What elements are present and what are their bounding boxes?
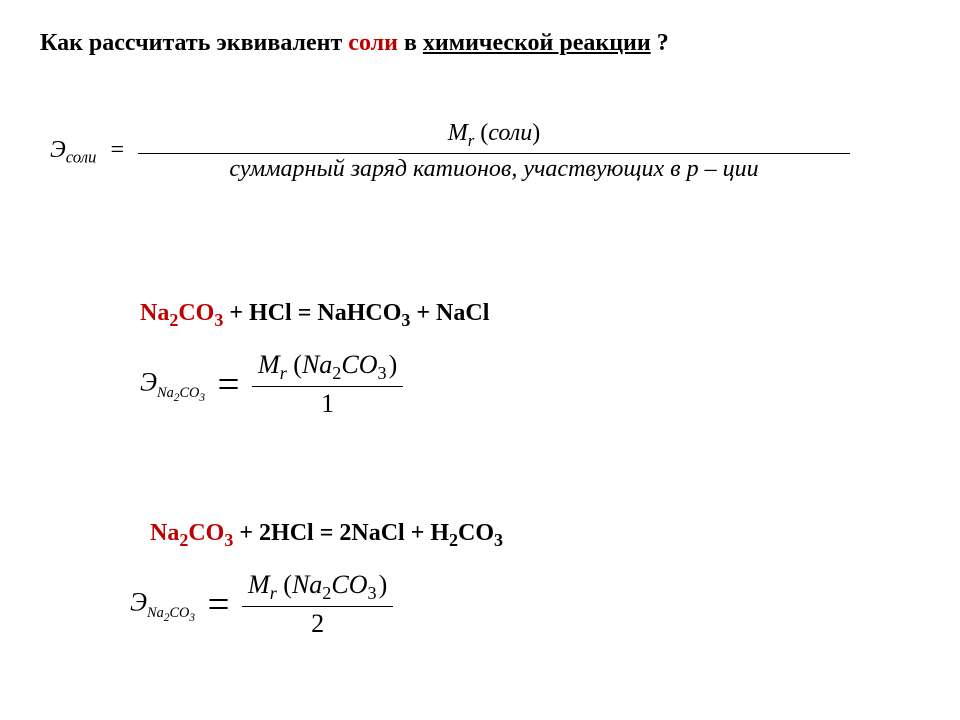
title-underline: химической реакции [423, 30, 651, 56]
formula-2: ЭNa2CO3 = Mr (Na2CO3) 2 [130, 570, 393, 639]
title-red: соли [348, 30, 398, 56]
title-suffix: ? [651, 30, 669, 56]
lhs-symbol: Э [50, 137, 66, 163]
r2-rest: + 2HCl = 2NaCl + H [233, 520, 449, 546]
r1-rest: + HCl = NaHCO [223, 300, 401, 326]
r1-rest2: + NaCl [410, 300, 489, 326]
title-prefix: Как рассчитать эквивалент [40, 30, 348, 56]
f1-lhs-symbol: Э [140, 368, 157, 397]
title-mid: в [398, 30, 423, 56]
f2-equals: = [202, 583, 236, 626]
lhs-sub: соли [66, 148, 97, 167]
r2-sub2: 3 [494, 530, 503, 550]
f1-frac: Mr (Na2CO3) 1 [252, 350, 403, 419]
reaction-2: Na2CO3 + 2HCl = 2NaCl + H2CO3 [150, 520, 503, 551]
r2-red: Na2CO3 [150, 520, 233, 546]
general-formula: Эсоли = Mr (соли) суммарный заряд катион… [50, 120, 850, 183]
f2-num: Mr (Na2CO3) [242, 570, 393, 607]
f2-frac: Mr (Na2CO3) 2 [242, 570, 393, 639]
f2-lhs-sub: Na2CO3 [147, 605, 195, 621]
numerator: Mr (соли) [138, 120, 850, 154]
equals: = [102, 137, 132, 163]
num-paren-close: ) [532, 120, 540, 146]
page-title: Как рассчитать эквивалент соли в химичес… [40, 30, 669, 57]
f1-equals: = [212, 363, 246, 406]
formula-1: ЭNa2CO3 = Mr (Na2CO3) 1 [140, 350, 403, 419]
f2-den: 2 [242, 607, 393, 639]
f1-num: Mr (Na2CO3) [252, 350, 403, 387]
f1-den: 1 [252, 387, 403, 419]
r2-sub: 2 [449, 530, 458, 550]
num-M: M [448, 120, 468, 146]
f2-lhs-symbol: Э [130, 588, 147, 617]
num-arg: соли [488, 120, 532, 146]
f1-lhs-sub: Na2CO3 [157, 385, 205, 401]
fraction: Mr (соли) суммарный заряд катионов, учас… [138, 120, 850, 183]
r1-red: Na2CO3 [140, 300, 223, 326]
r2-rest2: CO [458, 520, 494, 546]
num-r: r [468, 131, 475, 150]
reaction-1: Na2CO3 + HCl = NaHCO3 + NaCl [140, 300, 489, 331]
denominator: суммарный заряд катионов, участвующих в … [138, 154, 850, 183]
